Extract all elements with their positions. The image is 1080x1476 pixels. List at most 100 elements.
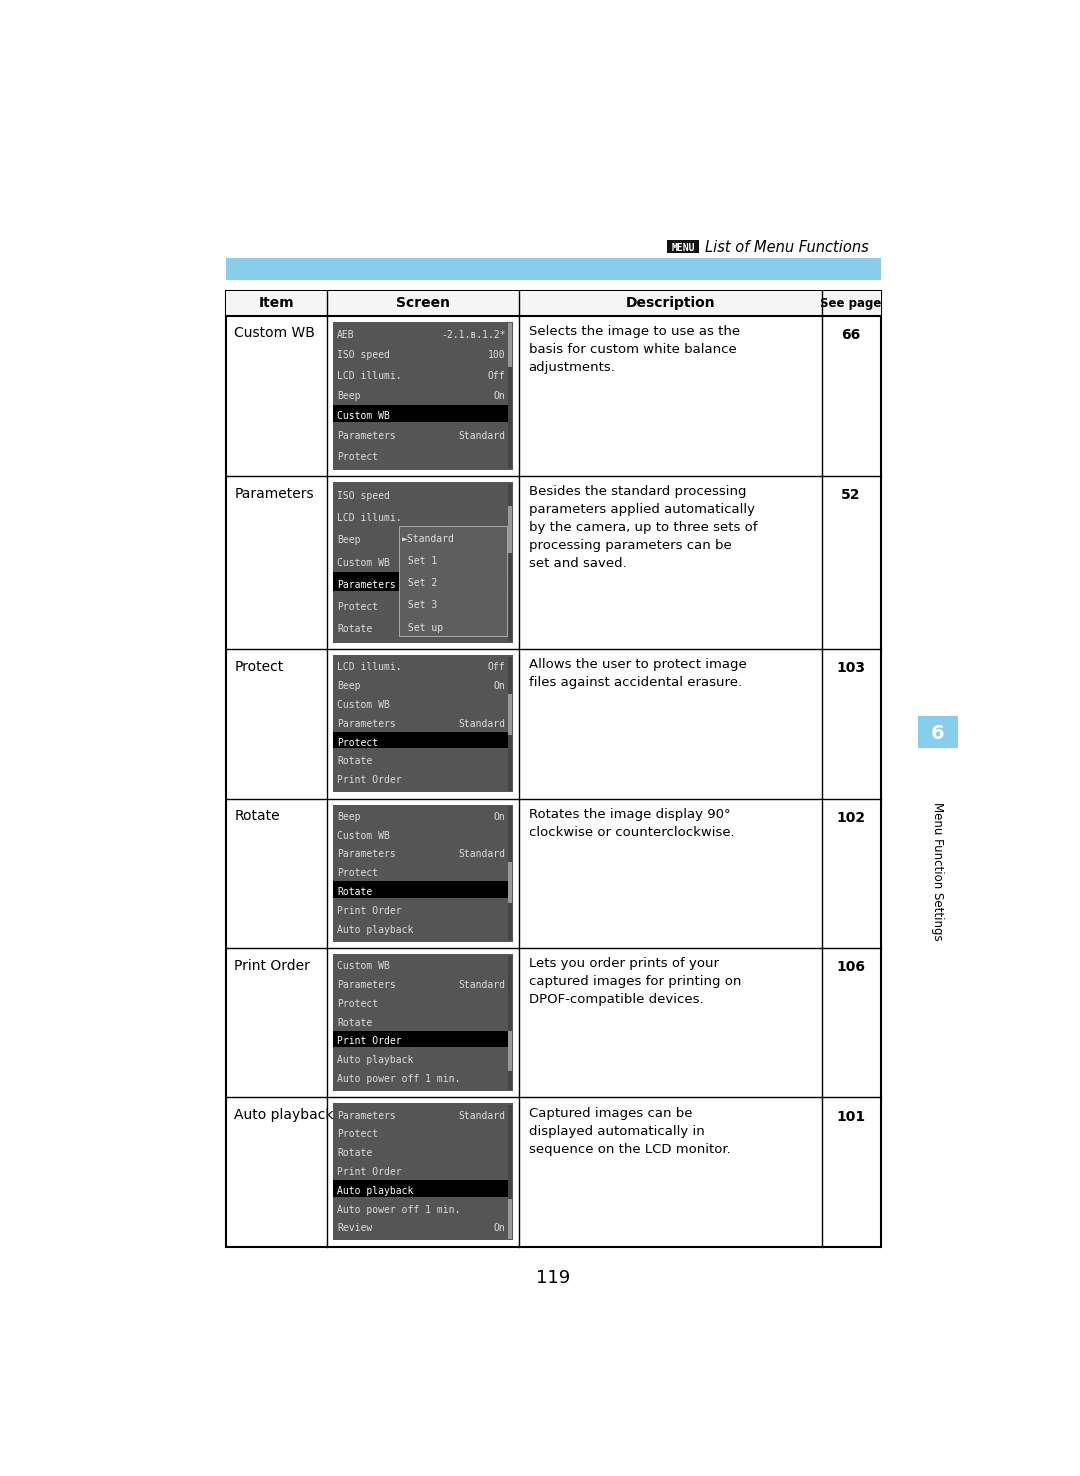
Bar <box>508 694 512 735</box>
Text: Beep: Beep <box>337 536 361 546</box>
Text: Rotate: Rotate <box>337 624 373 633</box>
Bar <box>508 506 512 554</box>
Text: Standard: Standard <box>458 1110 505 1120</box>
Text: 103: 103 <box>837 661 865 676</box>
Text: Screen: Screen <box>396 297 450 310</box>
Bar <box>227 291 880 1247</box>
Text: Rotate: Rotate <box>337 1148 373 1159</box>
Text: Rotate: Rotate <box>337 887 373 897</box>
Bar <box>508 323 512 468</box>
Text: See page: See page <box>821 297 881 310</box>
Text: Lets you order prints of your
captured images for printing on
DPOF-compatible de: Lets you order prints of your captured i… <box>529 956 741 1007</box>
Text: 100: 100 <box>488 350 505 360</box>
Text: Print Order: Print Order <box>337 906 402 915</box>
Text: Custom WB: Custom WB <box>234 326 315 341</box>
Text: Set 2: Set 2 <box>403 579 437 589</box>
Text: Print Order: Print Order <box>234 959 310 973</box>
Text: Beep: Beep <box>337 682 361 691</box>
Text: On: On <box>494 812 505 822</box>
Bar <box>334 404 508 422</box>
Text: Print Order: Print Order <box>337 1036 402 1046</box>
Text: Parameters: Parameters <box>234 487 314 500</box>
Bar <box>508 657 512 791</box>
Text: Rotate: Rotate <box>337 756 373 766</box>
Text: 66: 66 <box>841 328 861 342</box>
Text: LCD illumi.: LCD illumi. <box>337 370 402 381</box>
Bar <box>508 484 512 642</box>
Text: Protect: Protect <box>337 999 378 1008</box>
Bar <box>334 953 513 1091</box>
Text: Parameters: Parameters <box>337 719 396 729</box>
Text: Custom WB: Custom WB <box>337 700 390 710</box>
Text: Set 1: Set 1 <box>403 556 437 567</box>
Text: Review: Review <box>337 1224 373 1234</box>
Text: Captured images can be
displayed automatically in
sequence on the LCD monitor.: Captured images can be displayed automat… <box>529 1107 730 1156</box>
Text: ISO speed: ISO speed <box>337 350 390 360</box>
Bar <box>334 483 513 644</box>
Text: 101: 101 <box>837 1110 866 1123</box>
Text: Selects the image to use as the
basis for custom white balance
adjustments.: Selects the image to use as the basis fo… <box>529 325 740 373</box>
Text: Rotates the image display 90°
clockwise or counterclockwise.: Rotates the image display 90° clockwise … <box>529 807 734 838</box>
Text: Protect: Protect <box>337 738 378 748</box>
Bar <box>334 1104 513 1240</box>
Bar <box>334 732 508 748</box>
Bar <box>508 806 512 940</box>
Text: Parameters: Parameters <box>337 580 396 589</box>
Text: Set up: Set up <box>403 623 444 633</box>
Text: On: On <box>494 1224 505 1234</box>
Text: On: On <box>494 391 505 401</box>
Text: Custom WB: Custom WB <box>337 961 390 971</box>
Text: Protect: Protect <box>234 660 283 675</box>
Text: Menu Function Settings: Menu Function Settings <box>931 803 944 942</box>
Text: MENU: MENU <box>671 242 694 252</box>
Bar <box>400 525 507 636</box>
Text: 6: 6 <box>931 723 945 742</box>
Text: Custom WB: Custom WB <box>337 558 390 567</box>
Bar <box>334 322 513 469</box>
Text: On: On <box>494 682 505 691</box>
Text: Parameters: Parameters <box>337 980 396 990</box>
Text: Off: Off <box>488 663 505 673</box>
Text: Parameters: Parameters <box>337 1110 396 1120</box>
Text: Auto playback: Auto playback <box>337 1055 414 1066</box>
Text: 119: 119 <box>537 1269 570 1287</box>
Text: Auto playback: Auto playback <box>234 1108 334 1122</box>
Text: Set 3: Set 3 <box>403 601 437 611</box>
Bar <box>227 291 880 316</box>
Bar <box>334 1179 508 1197</box>
Text: ►Standard: ►Standard <box>403 534 456 545</box>
Text: Beep: Beep <box>337 391 361 401</box>
Text: Allows the user to protect image
files against accidental erasure.: Allows the user to protect image files a… <box>529 658 746 689</box>
Bar <box>334 1030 508 1046</box>
Text: Rotate: Rotate <box>234 809 280 824</box>
Bar <box>334 881 508 897</box>
Bar <box>334 655 513 793</box>
Text: Auto playback: Auto playback <box>337 924 414 934</box>
Text: LCD illumi.: LCD illumi. <box>337 514 402 524</box>
Bar <box>334 804 513 942</box>
Text: Item: Item <box>259 297 295 310</box>
Text: ISO speed: ISO speed <box>337 492 390 502</box>
Text: Protect: Protect <box>337 602 378 611</box>
Text: Standard: Standard <box>458 849 505 859</box>
Text: Standard: Standard <box>458 980 505 990</box>
Bar <box>508 323 512 368</box>
Text: Besides the standard processing
parameters applied automatically
by the camera, : Besides the standard processing paramete… <box>529 486 757 570</box>
Text: Off: Off <box>488 370 505 381</box>
Text: 52: 52 <box>841 489 861 502</box>
Text: Auto power off 1 min.: Auto power off 1 min. <box>337 1075 461 1083</box>
Text: AEB: AEB <box>337 331 355 339</box>
Bar <box>508 1030 512 1070</box>
Bar <box>508 1199 512 1238</box>
Bar <box>918 716 958 748</box>
Text: -2.1.в.1.2*: -2.1.в.1.2* <box>441 331 505 339</box>
Text: Description: Description <box>625 297 715 310</box>
Text: Parameters: Parameters <box>337 849 396 859</box>
Text: Print Order: Print Order <box>337 775 402 785</box>
Bar <box>666 241 699 254</box>
Text: Beep: Beep <box>337 812 361 822</box>
Text: Protect: Protect <box>337 868 378 878</box>
Bar <box>508 862 512 903</box>
Text: 106: 106 <box>837 961 865 974</box>
Text: Custom WB: Custom WB <box>337 831 390 841</box>
